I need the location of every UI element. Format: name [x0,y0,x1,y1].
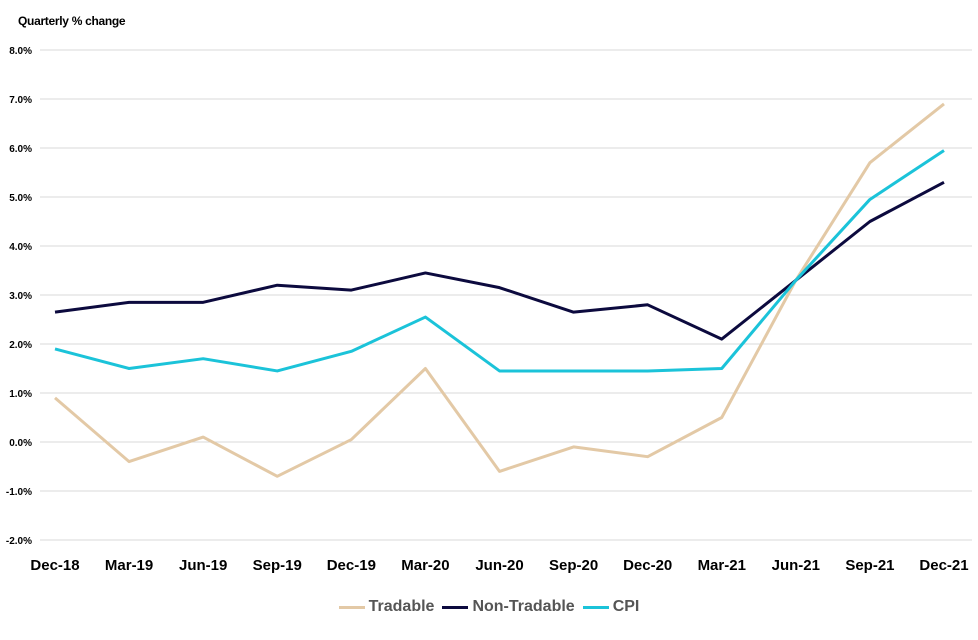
y-tick-label: 5.0% [9,193,32,204]
y-tick-labels: -2.0% -1.0% 0.0% 1.0% 2.0% 3.0% 4.0% 5.0% 6.0% 7.… [6,46,32,547]
y-tick-label: 0.0% [9,438,32,449]
x-tick-label: Dec-21 [919,557,968,574]
x-tick-label: Sep-21 [845,557,894,574]
gridlines [40,49,972,541]
legend-swatch [442,605,469,609]
y-tick-label: 7.0% [9,95,32,106]
y-tick-label: 2.0% [9,340,32,351]
legend: Tradable Non-Tradable CPI [0,598,978,616]
series-line-cpi [54,149,945,373]
x-tick-label: Sep-19 [253,557,302,574]
y-axis-title: Quarterly % change [18,14,126,28]
x-tick-label: Jun-21 [772,557,820,574]
series-line-tradable [54,102,945,478]
x-tick-label: Jun-20 [475,557,523,574]
legend-item: Non-Tradable [442,598,575,616]
x-tick-label: Dec-18 [30,557,79,574]
legend-label: Non-Tradable [472,598,575,615]
x-tick-label: Dec-19 [327,557,376,574]
line-chart: -2.0% -1.0% 0.0% 1.0% 2.0% 3.0% 4.0% 5.0% 6.0% 7.… [6,46,972,574]
legend-swatch [338,605,365,609]
legend-label: CPI [612,598,640,615]
x-tick-label: Mar-21 [698,557,746,574]
legend-label: Tradable [368,598,435,615]
series-lines [54,102,945,478]
legend-swatch [582,605,609,609]
y-tick-label: -1.0% [6,487,32,498]
legend-item: CPI [582,598,640,616]
y-tick-label: 1.0% [9,389,32,400]
x-tick-label: Mar-19 [105,557,153,574]
y-tick-label: -2.0% [6,536,32,547]
y-tick-label: 6.0% [9,144,32,155]
x-tick-labels: Dec-18 Mar-19 Jun-19 Sep-19 Dec-19 Mar-20 Jun-… [30,557,968,574]
x-tick-label: Dec-20 [623,557,672,574]
x-tick-label: Mar-20 [401,557,449,574]
series-line-non-tradable [54,180,945,341]
x-tick-label: Sep-20 [549,557,598,574]
legend-item: Tradable [338,598,435,616]
x-tick-label: Jun-19 [179,557,227,574]
y-tick-label: 4.0% [9,242,32,253]
y-tick-label: 8.0% [9,46,32,57]
y-tick-label: 3.0% [9,291,32,302]
